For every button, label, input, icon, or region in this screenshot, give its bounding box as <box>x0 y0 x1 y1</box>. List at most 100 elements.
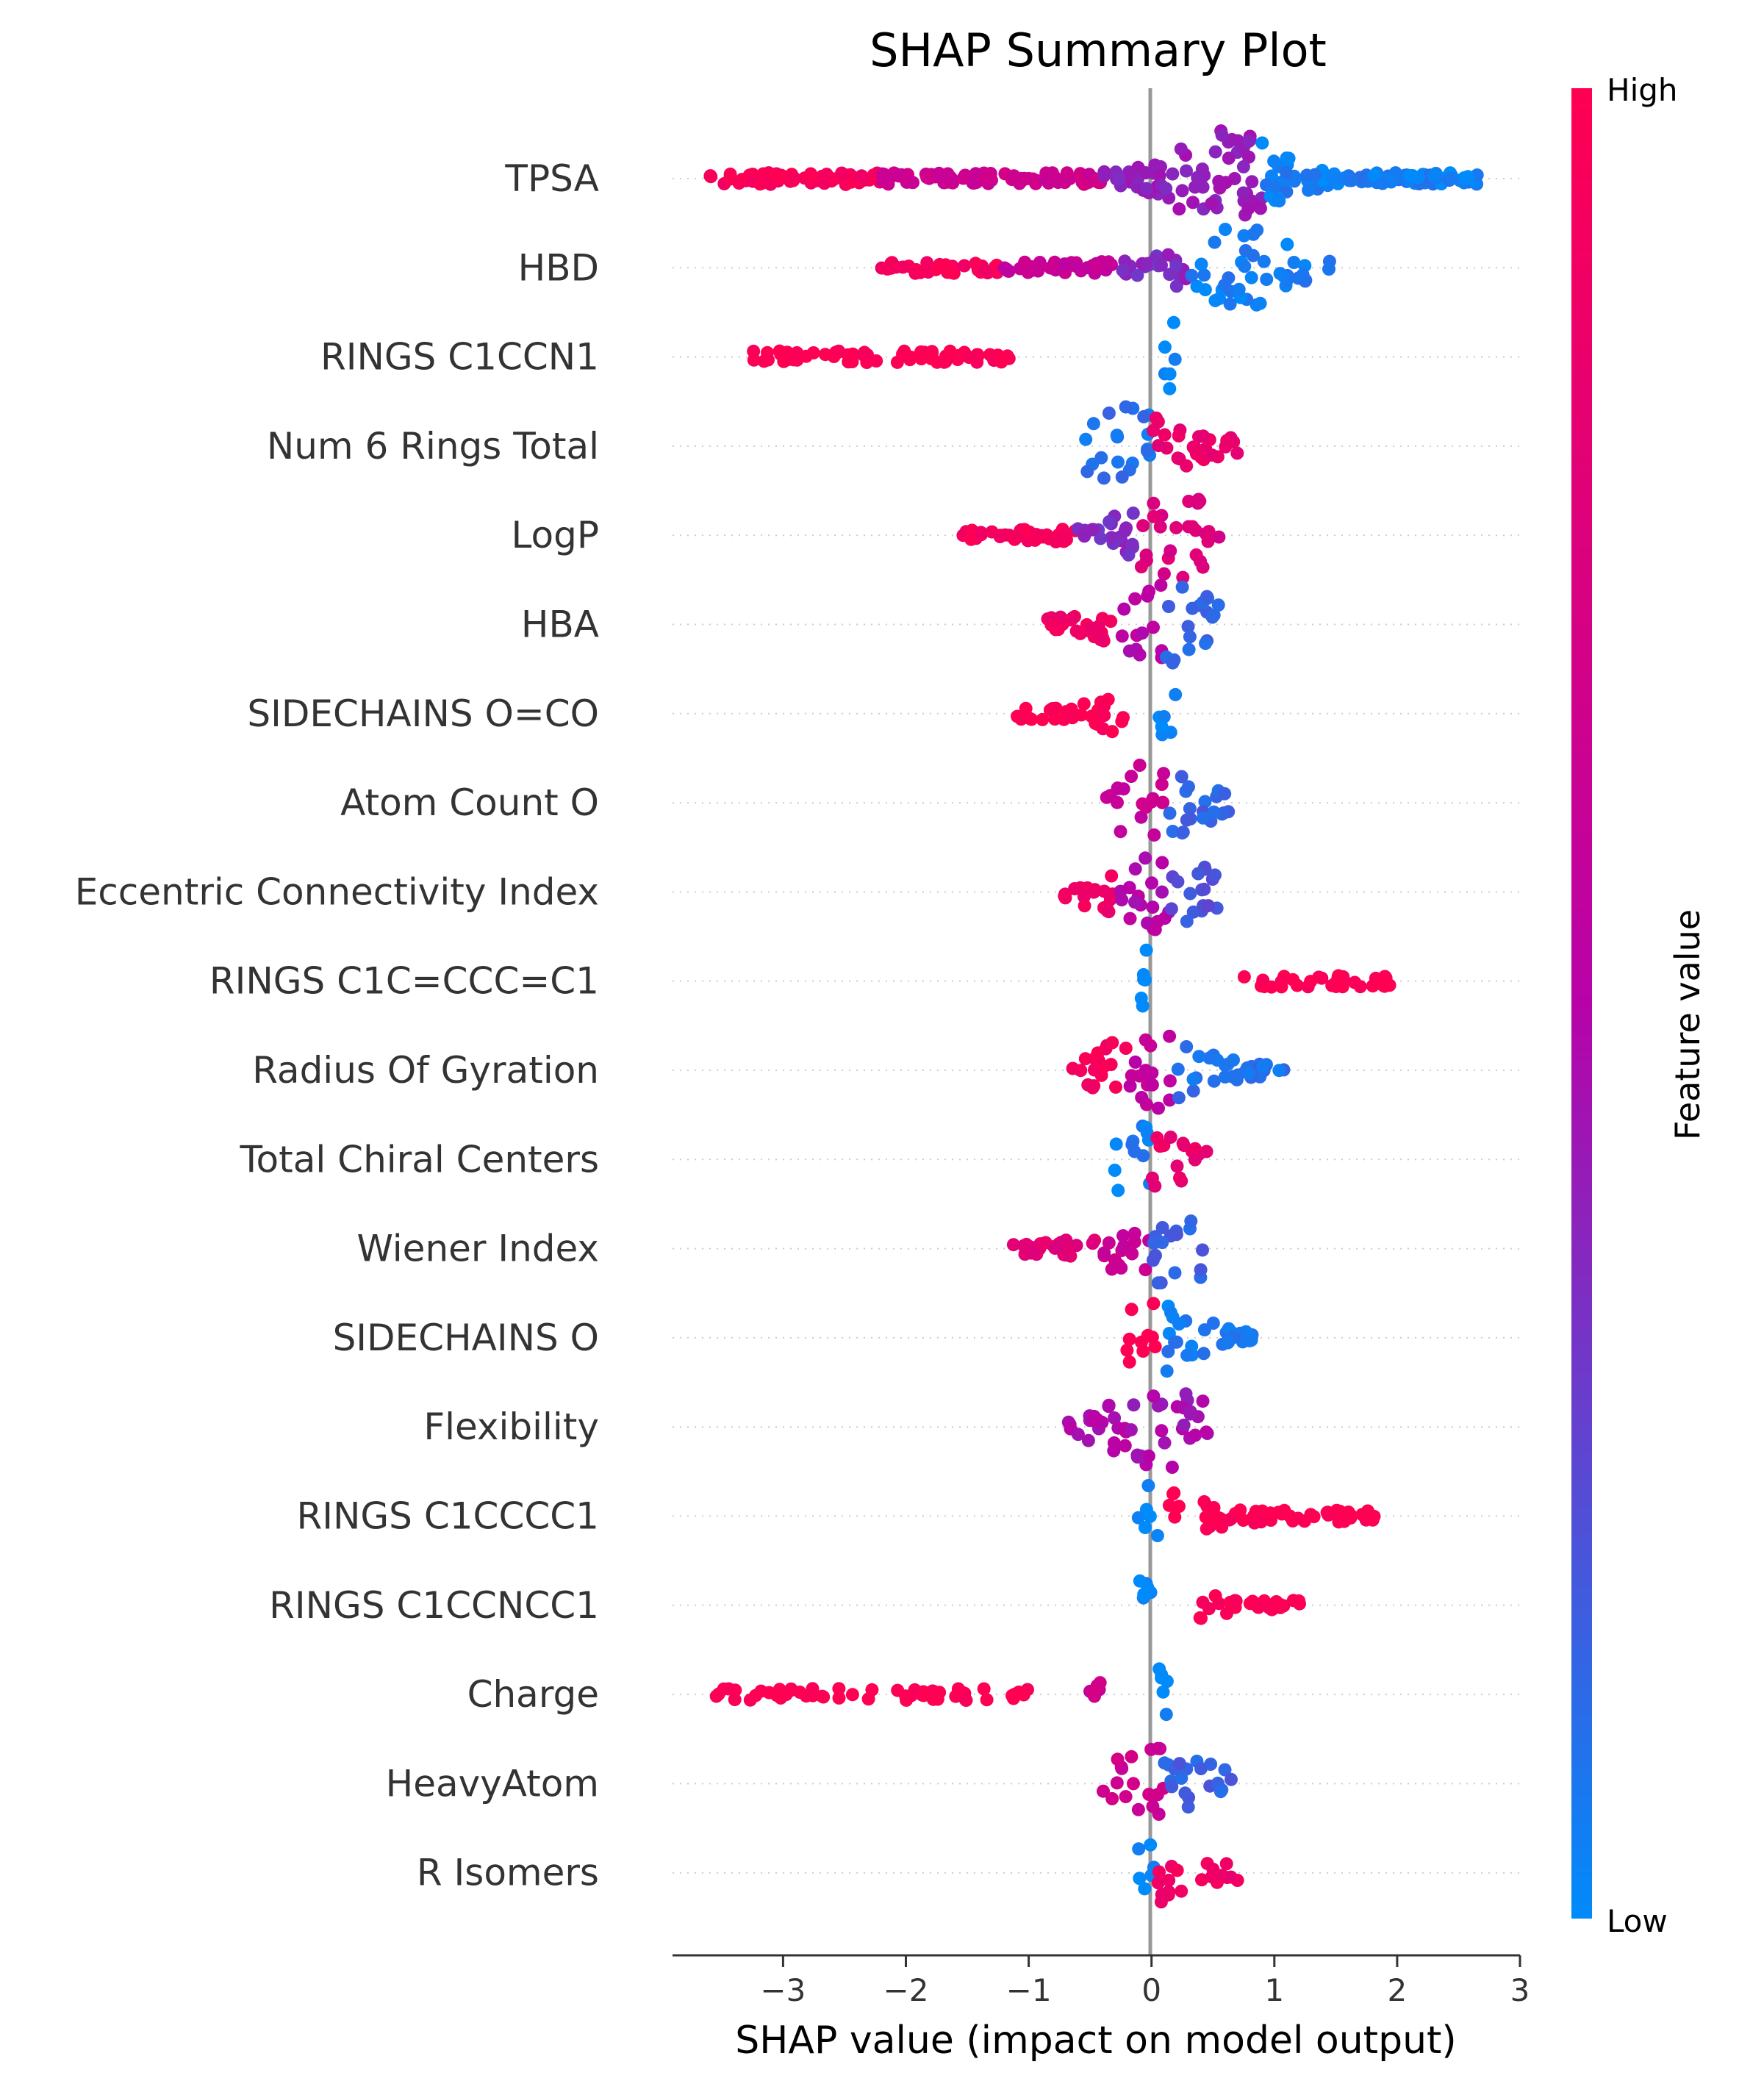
shap-point <box>1147 1297 1161 1311</box>
shap-point <box>1197 268 1211 282</box>
shap-point <box>1155 795 1169 809</box>
shap-point <box>1211 598 1225 612</box>
shap-point <box>753 177 767 191</box>
shap-point <box>1191 867 1205 881</box>
shap-point <box>1185 268 1199 282</box>
shap-point <box>1256 1059 1270 1073</box>
shap-point <box>1100 790 1114 804</box>
shap-point <box>994 355 1008 369</box>
shap-point <box>1139 943 1153 957</box>
shap-point <box>958 259 971 273</box>
shap-point <box>1402 169 1416 182</box>
shap-point <box>1140 1126 1154 1140</box>
shap-point <box>1111 1183 1125 1197</box>
shap-point <box>1148 923 1162 937</box>
shap-point <box>1224 1870 1238 1884</box>
shap-point <box>1131 1802 1145 1816</box>
shap-point <box>1164 902 1178 916</box>
shap-point <box>1183 812 1197 826</box>
shap-point <box>1081 1078 1095 1092</box>
shap-point <box>1162 1873 1176 1887</box>
shap-point <box>1120 1343 1134 1357</box>
shap-point <box>817 176 831 190</box>
shap-point <box>1243 1333 1257 1347</box>
shap-point <box>1253 296 1267 310</box>
shap-point <box>1058 1248 1072 1262</box>
shap-point <box>1272 194 1286 208</box>
shap-point <box>1172 1757 1186 1771</box>
shap-point <box>1151 1276 1165 1290</box>
shap-point <box>943 344 957 358</box>
shap-point <box>1125 1138 1139 1152</box>
shap-point <box>1130 268 1144 282</box>
shap-point <box>1156 1685 1170 1699</box>
shap-point <box>1213 1785 1227 1799</box>
shap-point <box>1199 1510 1213 1524</box>
shap-point <box>1344 173 1358 187</box>
x-tick-label: −1 <box>1006 1972 1052 2008</box>
shap-point <box>1218 1763 1232 1777</box>
shap-point <box>1139 182 1153 196</box>
shap-point <box>939 258 953 272</box>
shap-point <box>1154 1895 1168 1909</box>
shap-point <box>1155 1671 1169 1685</box>
shap-point <box>1232 282 1246 296</box>
shap-point <box>1200 1425 1213 1439</box>
shap-point <box>944 173 958 187</box>
shap-point <box>1286 1594 1300 1608</box>
feature-label: HBD <box>518 246 599 289</box>
shap-point <box>914 265 928 279</box>
shap-point <box>1019 1239 1033 1253</box>
shap-point <box>1111 455 1125 469</box>
shap-point <box>1161 1344 1175 1358</box>
shap-point <box>896 260 910 274</box>
shap-point <box>1097 165 1111 179</box>
shap-point <box>1125 1069 1139 1083</box>
shap-point <box>1173 1171 1186 1185</box>
shap-point <box>1130 1448 1144 1462</box>
shap-point <box>1139 1064 1152 1078</box>
shap-point <box>1137 409 1151 423</box>
shap-point <box>1180 459 1194 473</box>
shap-point <box>1186 601 1200 615</box>
shap-point <box>1172 1091 1186 1105</box>
shap-point <box>1107 1436 1121 1450</box>
shap-point <box>1199 637 1213 651</box>
shap-point <box>915 1688 929 1702</box>
shap-point <box>1144 1838 1158 1852</box>
shap-point <box>1197 882 1211 896</box>
shap-point <box>1142 584 1156 598</box>
shap-point <box>1163 382 1177 395</box>
shap-point <box>1241 202 1255 215</box>
shap-point <box>1193 494 1207 508</box>
shap-point <box>1148 1340 1162 1353</box>
feature-label: RINGS C1CCNCC1 <box>269 1584 599 1627</box>
shap-point <box>1238 259 1252 273</box>
shap-point <box>1139 973 1152 987</box>
shap-point <box>1157 710 1171 723</box>
shap-point <box>1128 1055 1142 1069</box>
row-guides <box>673 178 1520 1874</box>
shap-point <box>1137 1587 1151 1601</box>
shap-point <box>1165 1780 1179 1794</box>
shap-point <box>1110 1776 1124 1790</box>
shap-point <box>1169 687 1183 701</box>
shap-point <box>1192 1050 1206 1064</box>
shap-point <box>1242 1067 1256 1081</box>
shap-point <box>1169 279 1183 293</box>
shap-point <box>1180 914 1194 928</box>
shap-point <box>1172 202 1186 216</box>
feature-labels: TPSA HBD RINGS C1CCN1 Num 6 Rings Total LogP… <box>75 157 599 1894</box>
shap-point <box>1058 891 1072 905</box>
shap-point <box>1196 560 1210 574</box>
shap-point <box>1104 1058 1118 1072</box>
colorbar-high-label: High <box>1607 72 1678 108</box>
shap-point <box>757 354 771 368</box>
shap-point <box>1374 975 1388 989</box>
shap-point <box>1194 1762 1208 1775</box>
x-tick-label: 1 <box>1264 1972 1284 2008</box>
shap-point <box>1086 1414 1100 1428</box>
shap-point <box>1247 227 1261 241</box>
feature-label: RINGS C1CCN1 <box>320 336 599 379</box>
shap-point <box>1245 175 1259 189</box>
